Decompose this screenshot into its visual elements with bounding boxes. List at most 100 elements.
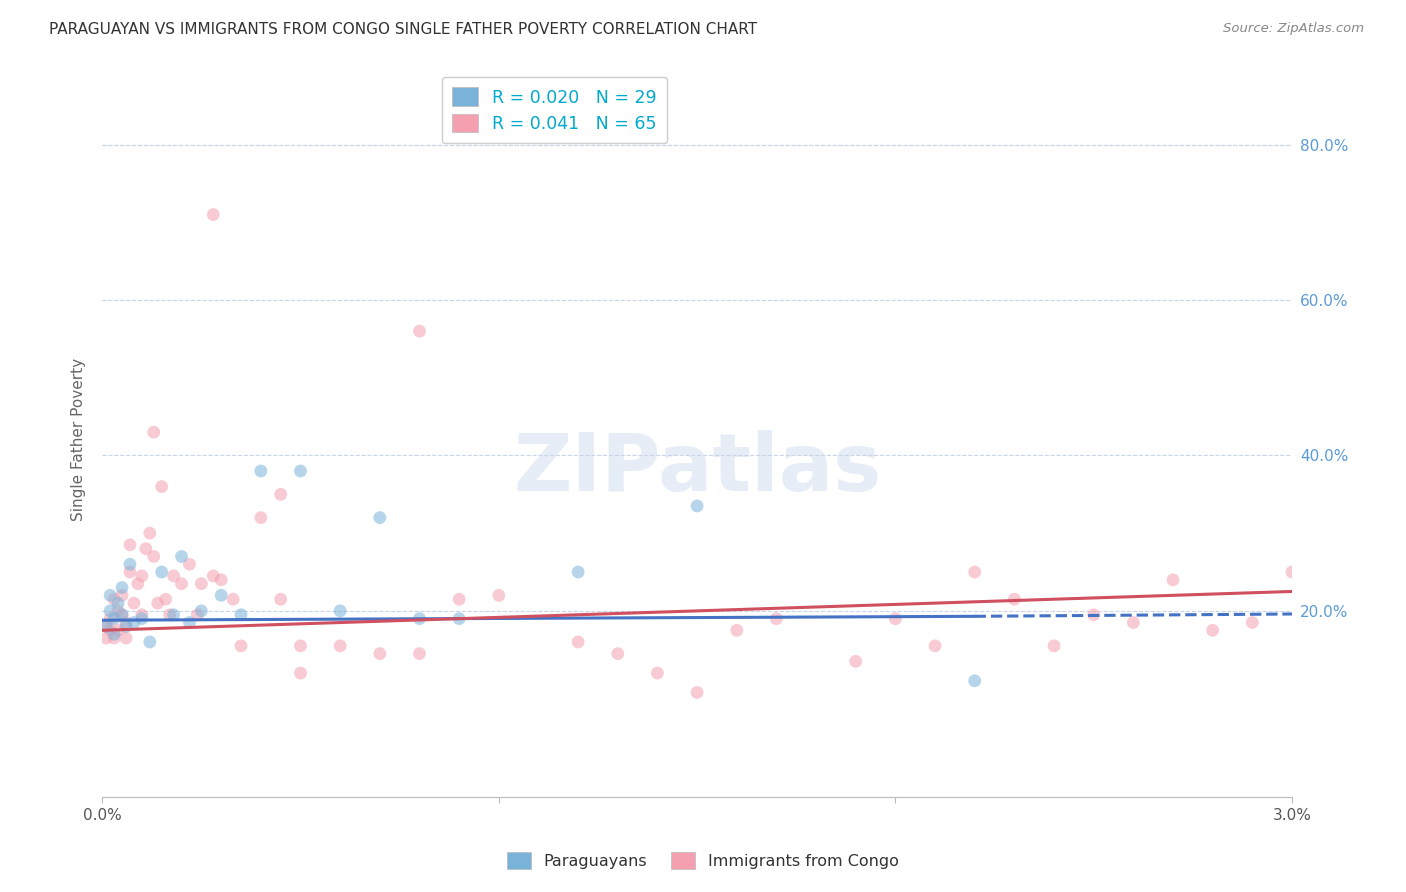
Point [1281, 565, 1303, 579]
Point [250, 510, 273, 524]
Point [765, 612, 787, 626]
Point [1122, 615, 1144, 630]
Point [98, 588, 121, 602]
Point [103, 627, 125, 641]
Point [250, 464, 273, 478]
Point [98, 604, 121, 618]
Point [1201, 624, 1223, 638]
Point [139, 526, 162, 541]
Point [1083, 607, 1105, 622]
Legend: Paraguayans, Immigrants from Congo: Paraguayans, Immigrants from Congo [501, 846, 905, 875]
Point [142, 549, 165, 564]
Point [725, 624, 748, 638]
Point [96, 631, 118, 645]
Point [122, 615, 145, 630]
Point [115, 619, 138, 633]
Point [118, 558, 141, 572]
Point [96, 619, 118, 633]
Point [368, 647, 391, 661]
Point [606, 647, 628, 661]
Point [488, 588, 510, 602]
Point [567, 565, 589, 579]
Point [111, 588, 134, 602]
Point [190, 576, 212, 591]
Point [170, 549, 193, 564]
Point [1161, 573, 1184, 587]
Point [290, 464, 312, 478]
Point [884, 612, 907, 626]
Point [118, 538, 141, 552]
Point [963, 565, 986, 579]
Point [131, 569, 153, 583]
Point [115, 615, 138, 630]
Point [155, 592, 177, 607]
Point [329, 604, 352, 618]
Point [368, 510, 391, 524]
Point [122, 596, 145, 610]
Point [111, 607, 134, 622]
Point [111, 607, 134, 622]
Point [98, 612, 121, 626]
Point [408, 612, 430, 626]
Point [146, 596, 169, 610]
Point [1002, 592, 1025, 607]
Point [159, 607, 181, 622]
Point [131, 612, 153, 626]
Point [647, 666, 669, 681]
Point [179, 558, 201, 572]
Point [408, 647, 430, 661]
Point [107, 624, 129, 638]
Point [150, 479, 173, 493]
Point [449, 592, 471, 607]
Point [107, 604, 129, 618]
Legend: R = 0.020   N = 29, R = 0.041   N = 65: R = 0.020 N = 29, R = 0.041 N = 65 [441, 77, 666, 144]
Point [202, 569, 225, 583]
Point [202, 208, 225, 222]
Point [567, 635, 589, 649]
Point [131, 607, 153, 622]
Point [162, 607, 184, 622]
Point [329, 639, 352, 653]
Point [270, 592, 292, 607]
Point [222, 592, 245, 607]
Point [290, 639, 312, 653]
Point [190, 604, 212, 618]
Point [96, 619, 118, 633]
Text: Source: ZipAtlas.com: Source: ZipAtlas.com [1223, 22, 1364, 36]
Point [449, 612, 471, 626]
Point [103, 631, 125, 645]
Point [103, 592, 125, 607]
Point [162, 569, 184, 583]
Point [142, 425, 165, 439]
Point [229, 639, 252, 653]
Point [115, 631, 138, 645]
Point [118, 565, 141, 579]
Point [111, 581, 134, 595]
Point [107, 596, 129, 610]
Point [686, 499, 709, 513]
Point [845, 654, 868, 668]
Point [1043, 639, 1066, 653]
Point [135, 541, 157, 556]
Point [963, 673, 986, 688]
Point [270, 487, 292, 501]
Point [1241, 615, 1264, 630]
Point [98, 624, 121, 638]
Point [209, 588, 232, 602]
Point [290, 666, 312, 681]
Point [686, 685, 709, 699]
Point [408, 324, 430, 338]
Text: PARAGUAYAN VS IMMIGRANTS FROM CONGO SINGLE FATHER POVERTY CORRELATION CHART: PARAGUAYAN VS IMMIGRANTS FROM CONGO SING… [49, 22, 758, 37]
Text: ZIPatlas: ZIPatlas [513, 430, 882, 508]
Point [103, 612, 125, 626]
Point [209, 573, 232, 587]
Point [179, 615, 201, 630]
Point [924, 639, 946, 653]
Point [170, 576, 193, 591]
Y-axis label: Single Father Poverty: Single Father Poverty [72, 359, 86, 522]
Point [229, 607, 252, 622]
Point [127, 576, 149, 591]
Point [150, 565, 173, 579]
Point [139, 635, 162, 649]
Point [186, 607, 208, 622]
